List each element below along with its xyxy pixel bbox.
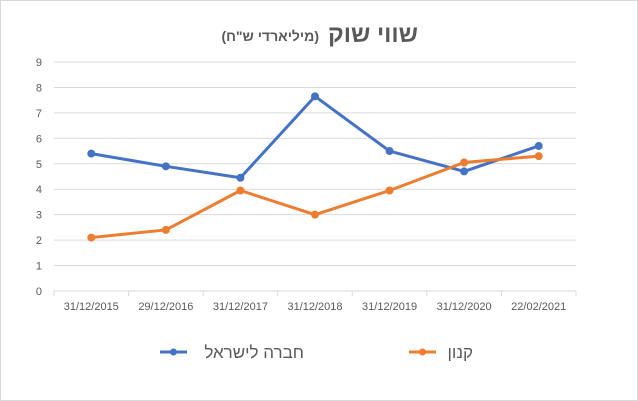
legend: חברה לישראל קנון <box>160 343 473 362</box>
y-tick-label: 6 <box>36 133 42 145</box>
x-tick-label: 31/12/2018 <box>287 301 342 313</box>
chart-subtitle: (מיליארדי ש"ח) <box>221 28 319 44</box>
legend-label: חברה לישראל <box>204 343 304 362</box>
y-tick-label: 8 <box>36 82 42 94</box>
y-tick-label: 1 <box>36 261 42 273</box>
x-tick-label: 22/02/2021 <box>511 301 566 313</box>
data-point <box>87 149 96 158</box>
y-tick-label: 7 <box>36 108 42 120</box>
y-tick-label: 9 <box>36 57 42 69</box>
x-axis-ticks: 31/12/2015 29/12/2016 31/12/2017 31/12/2018… <box>53 291 577 313</box>
series-0 <box>87 92 543 182</box>
legend-item-0: חברה לישראל <box>160 343 304 362</box>
data-point <box>161 162 170 171</box>
y-tick-label: 4 <box>36 184 42 196</box>
data-point <box>460 167 469 176</box>
y-tick-label: 0 <box>36 286 42 298</box>
x-tick-label: 29/12/2016 <box>138 301 193 313</box>
x-tick-label: 31/12/2015 <box>64 301 119 313</box>
x-tick-label: 31/12/2017 <box>213 301 268 313</box>
gridlines <box>54 61 576 292</box>
y-tick-label: 5 <box>36 159 42 171</box>
legend-item-1: קנון <box>409 343 473 362</box>
data-point <box>385 147 394 156</box>
y-axis-ticks: 0 1 2 3 4 5 6 7 8 9 <box>36 57 42 298</box>
legend-swatch-marker <box>170 348 177 356</box>
data-point <box>236 173 245 182</box>
series-1 <box>87 152 543 242</box>
y-tick-label: 2 <box>36 235 42 247</box>
y-tick-label: 3 <box>36 210 42 222</box>
data-point <box>161 225 170 234</box>
legend-swatch-marker <box>419 348 426 356</box>
legend-label: קנון <box>448 343 473 362</box>
data-point <box>311 210 319 219</box>
data-point <box>534 152 543 161</box>
series-lines <box>87 92 543 242</box>
x-tick-label: 31/12/2019 <box>362 301 417 313</box>
data-point <box>311 92 319 101</box>
data-point <box>460 158 469 167</box>
data-point <box>534 141 543 150</box>
x-tick-label: 31/12/2020 <box>437 301 492 313</box>
data-point <box>87 233 96 242</box>
chart-title: שווי שוק <box>328 21 418 48</box>
data-point <box>385 186 394 195</box>
data-point <box>236 186 245 195</box>
